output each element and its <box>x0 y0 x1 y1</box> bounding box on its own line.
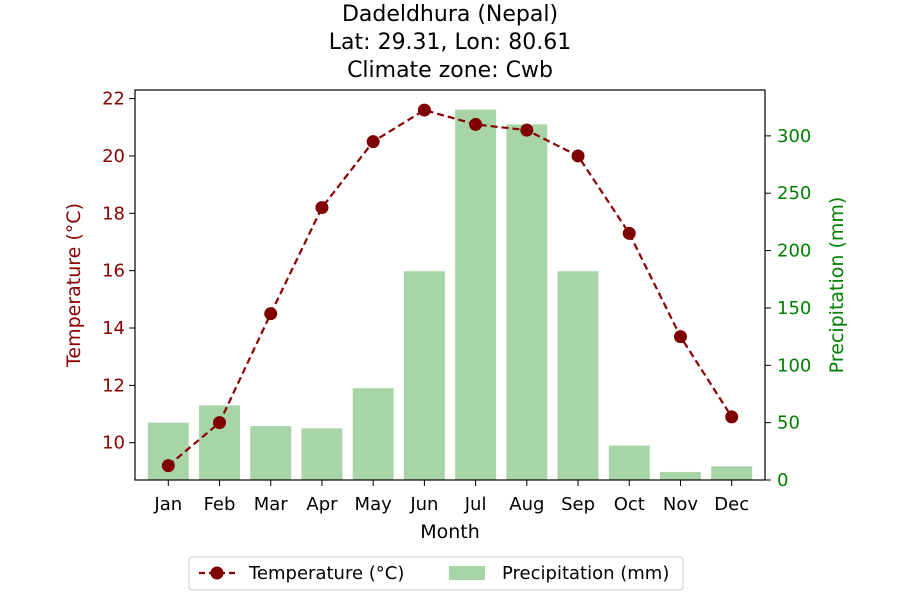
temperature-axis-label: Temperature (°C) <box>63 203 85 368</box>
month-tick-label: Oct <box>614 494 645 515</box>
month-tick-label: Mar <box>254 494 289 515</box>
month-tick-label: May <box>355 494 393 515</box>
precipitation-bar <box>711 466 753 480</box>
temperature-point <box>520 123 534 137</box>
x-axis-label: Month <box>420 521 480 543</box>
precipitation-tick-label: 300 <box>777 126 811 147</box>
precipitation-bar <box>301 428 343 480</box>
temperature-tick-label: 20 <box>102 146 125 167</box>
title-line-3: Climate zone: Cwb <box>347 58 553 83</box>
legend-precipitation-label: Precipitation (mm) <box>502 563 669 584</box>
precipitation-bar <box>352 388 394 480</box>
precipitation-tick-label: 150 <box>777 298 811 319</box>
month-tick-label: Apr <box>306 494 338 515</box>
temperature-tick-label: 14 <box>102 318 125 339</box>
precipitation-tick-label: 0 <box>777 470 788 491</box>
month-axis: Jan Feb Mar Apr May Jun Jul Aug Sep Oct Nov Dec <box>153 480 749 515</box>
temperature-point <box>264 307 278 321</box>
precipitation-axis: 0 50 100 150 200 250 300 <box>765 126 811 491</box>
temperature-point <box>161 459 175 473</box>
temperature-point <box>571 149 585 163</box>
precipitation-bar <box>506 124 548 480</box>
precipitation-tick-label: 100 <box>777 355 811 376</box>
month-tick-label: Jan <box>153 494 182 515</box>
precipitation-bar <box>608 445 650 480</box>
temperature-tick-label: 18 <box>102 203 125 224</box>
title-line-1: Dadeldhura (Nepal) <box>342 2 558 27</box>
title-line-2: Lat: 29.31, Lon: 80.61 <box>329 30 571 55</box>
precipitation-tick-label: 200 <box>777 241 811 262</box>
temperature-point <box>622 226 636 240</box>
temperature-point <box>417 103 431 117</box>
temperature-point <box>366 135 380 149</box>
temperature-series <box>161 103 739 473</box>
precipitation-tick-label: 250 <box>777 183 811 204</box>
temperature-point <box>213 416 227 430</box>
legend-box <box>188 556 684 591</box>
legend-precipitation-swatch <box>449 566 485 580</box>
temperature-line <box>167 108 733 467</box>
precipitation-bar <box>660 471 701 480</box>
temperature-point <box>469 117 483 131</box>
month-tick-label: Feb <box>204 494 236 515</box>
month-tick-label: Sep <box>561 494 595 515</box>
temperature-tick-label: 22 <box>102 89 125 110</box>
precipitation-bar <box>250 426 292 480</box>
temperature-tick-label: 10 <box>102 433 125 454</box>
temperature-point <box>725 410 739 424</box>
legend: Temperature (°C) Precipitation (mm) <box>188 556 684 591</box>
temperature-point <box>673 330 687 344</box>
legend-temperature-marker <box>210 566 224 580</box>
month-tick-label: Jul <box>464 494 487 515</box>
temperature-point <box>315 201 329 215</box>
precipitation-bar <box>455 109 497 480</box>
precipitation-axis-label: Precipitation (mm) <box>826 197 848 374</box>
legend-temperature-label: Temperature (°C) <box>248 563 404 584</box>
precipitation-bars <box>147 109 753 480</box>
temperature-tick-label: 16 <box>102 261 125 282</box>
month-tick-label: Dec <box>714 494 749 515</box>
month-tick-label: Jun <box>409 494 438 515</box>
precipitation-bar <box>403 271 445 480</box>
precipitation-bar <box>557 271 599 480</box>
plot-frame <box>134 89 766 481</box>
month-tick-label: Nov <box>663 494 698 515</box>
temperature-axis: 10 12 14 16 18 20 22 <box>102 89 135 454</box>
precipitation-tick-label: 50 <box>777 413 800 434</box>
month-tick-label: Aug <box>509 494 544 515</box>
chart-title: Dadeldhura (Nepal) Lat: 29.31, Lon: 80.6… <box>329 2 571 83</box>
temperature-tick-label: 12 <box>102 375 125 396</box>
